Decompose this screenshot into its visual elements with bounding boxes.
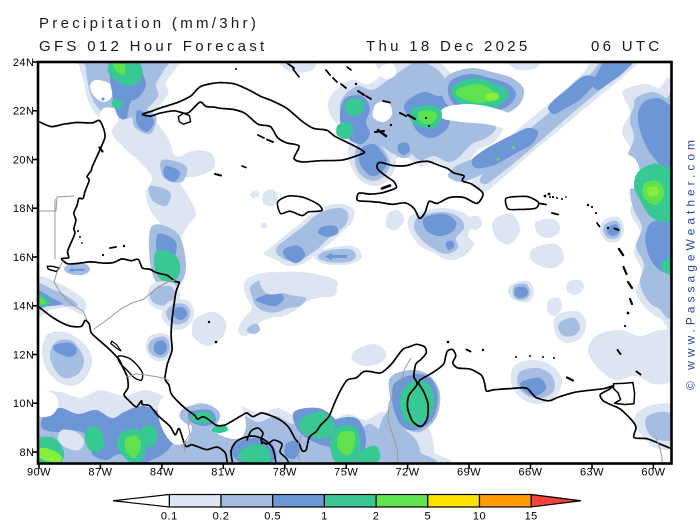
svg-text:14N: 14N [13, 301, 35, 313]
svg-text:06 UTC: 06 UTC [591, 38, 662, 55]
svg-text:GFS 012 Hour Forecast: GFS 012 Hour Forecast [39, 38, 268, 55]
svg-text:8N: 8N [19, 447, 34, 459]
svg-text:Thu 18 Dec 2025: Thu 18 Dec 2025 [366, 38, 531, 55]
svg-text:0.1: 0.1 [161, 511, 178, 523]
svg-text:22N: 22N [13, 106, 35, 118]
svg-text:75W: 75W [334, 467, 358, 479]
svg-text:18N: 18N [13, 203, 35, 215]
svg-text:0.5: 0.5 [264, 511, 281, 523]
svg-text:69W: 69W [457, 467, 481, 479]
svg-text:66W: 66W [518, 467, 542, 479]
svg-text:20N: 20N [13, 154, 35, 166]
svg-text:84W: 84W [150, 467, 174, 479]
svg-text:5: 5 [424, 511, 431, 523]
svg-text:10N: 10N [13, 398, 35, 410]
svg-text:87W: 87W [88, 467, 112, 479]
svg-text:60W: 60W [641, 467, 665, 479]
svg-text:63W: 63W [580, 467, 604, 479]
svg-text:10: 10 [473, 511, 486, 523]
svg-text:16N: 16N [13, 252, 35, 264]
svg-text:81W: 81W [211, 467, 235, 479]
svg-text:12N: 12N [13, 349, 35, 361]
svg-text:15: 15 [525, 511, 538, 523]
svg-text:24N: 24N [13, 57, 35, 69]
svg-text:90W: 90W [27, 467, 51, 479]
svg-text:72W: 72W [396, 467, 420, 479]
svg-text:Precipitation (mm/3hr): Precipitation (mm/3hr) [39, 15, 259, 32]
svg-text:78W: 78W [273, 467, 297, 479]
svg-text:1: 1 [321, 511, 328, 523]
svg-text:0.2: 0.2 [213, 511, 230, 523]
svg-text:2: 2 [373, 511, 380, 523]
svg-text:© www.PassageWeather.com: © www.PassageWeather.com [684, 136, 698, 390]
